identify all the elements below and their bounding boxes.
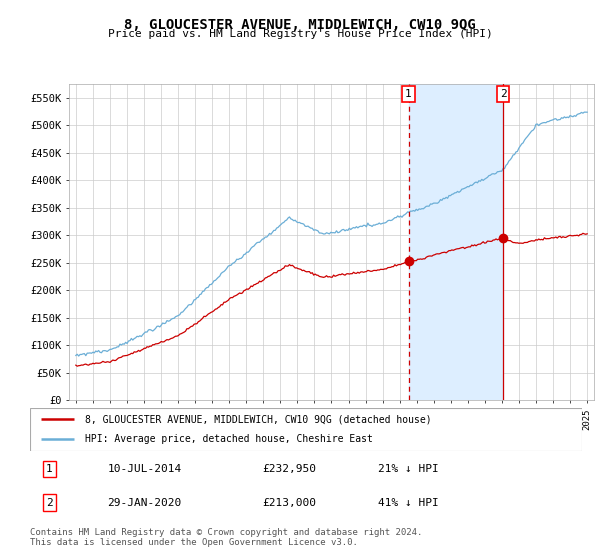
Text: HPI: Average price, detached house, Cheshire East: HPI: Average price, detached house, Ches…	[85, 434, 373, 444]
FancyBboxPatch shape	[30, 408, 582, 451]
Text: 1: 1	[405, 88, 412, 99]
Text: 8, GLOUCESTER AVENUE, MIDDLEWICH, CW10 9QG: 8, GLOUCESTER AVENUE, MIDDLEWICH, CW10 9…	[124, 18, 476, 32]
Bar	[409, 84, 503, 400]
Text: 2: 2	[46, 498, 53, 507]
Text: Contains HM Land Registry data © Crown copyright and database right 2024.
This d: Contains HM Land Registry data © Crown c…	[30, 528, 422, 547]
Text: 1: 1	[46, 464, 53, 474]
Text: 8, GLOUCESTER AVENUE, MIDDLEWICH, CW10 9QG (detached house): 8, GLOUCESTER AVENUE, MIDDLEWICH, CW10 9…	[85, 414, 432, 424]
Text: 21% ↓ HPI: 21% ↓ HPI	[378, 464, 439, 474]
Text: 41% ↓ HPI: 41% ↓ HPI	[378, 498, 439, 507]
Text: 10-JUL-2014: 10-JUL-2014	[107, 464, 182, 474]
Text: Price paid vs. HM Land Registry's House Price Index (HPI): Price paid vs. HM Land Registry's House …	[107, 29, 493, 39]
Text: £213,000: £213,000	[262, 498, 316, 507]
Text: £232,950: £232,950	[262, 464, 316, 474]
Text: 2: 2	[500, 88, 506, 99]
Text: 29-JAN-2020: 29-JAN-2020	[107, 498, 182, 507]
